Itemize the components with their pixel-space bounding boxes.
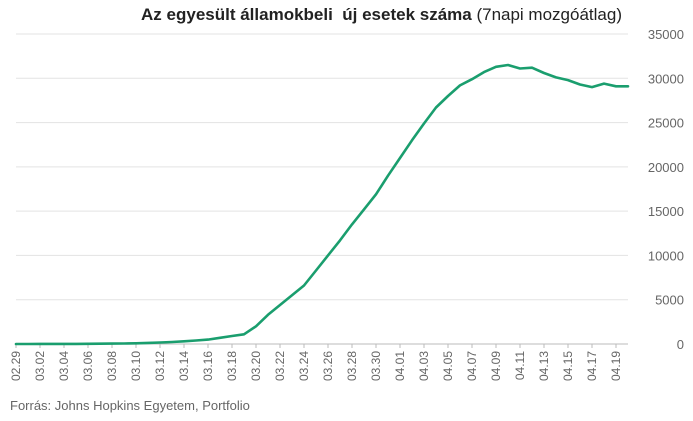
x-tick-label: 04.19 <box>609 351 623 381</box>
y-tick-label: 5000 <box>655 293 684 308</box>
data-point <box>555 76 558 79</box>
y-tick-label: 25000 <box>648 116 684 131</box>
data-point <box>567 79 570 82</box>
data-point <box>87 343 90 346</box>
x-tick-label: 03.08 <box>105 351 119 381</box>
x-tick-label: 03.22 <box>273 351 287 381</box>
data-point <box>375 193 378 196</box>
data-point <box>219 337 222 340</box>
data-point <box>183 340 186 343</box>
data-point <box>171 341 174 344</box>
data-point <box>387 174 390 177</box>
data-point <box>591 86 594 89</box>
source-note: Forrás: Johns Hopkins Egyetem, Portfolio <box>10 398 250 413</box>
data-point <box>15 343 18 346</box>
x-tick-label: 03.18 <box>225 351 239 381</box>
x-tick-label: 03.06 <box>81 351 95 381</box>
data-point <box>483 71 486 74</box>
data-point <box>627 85 630 88</box>
x-tick-label: 02.29 <box>9 351 23 381</box>
data-point <box>123 342 126 345</box>
data-point <box>195 339 198 342</box>
gridlines <box>16 33 628 345</box>
data-point <box>339 239 342 242</box>
data-point <box>39 343 42 346</box>
data-point <box>471 78 474 81</box>
data-point <box>303 284 306 287</box>
chart-title-normal: (7napi mozgóátlag) <box>471 5 622 24</box>
data-point <box>159 341 162 344</box>
y-tick-label: 15000 <box>648 204 684 219</box>
x-tick-label: 03.12 <box>153 351 167 381</box>
x-tick-label: 04.03 <box>417 351 431 381</box>
data-point <box>255 325 258 328</box>
data-point <box>363 208 366 211</box>
data-point <box>579 83 582 86</box>
x-tick-label: 03.14 <box>177 351 191 381</box>
data-point <box>27 343 30 346</box>
data-point <box>279 304 282 307</box>
x-tick-label: 03.16 <box>201 351 215 381</box>
data-point <box>231 335 234 338</box>
x-tick-label: 04.09 <box>489 351 503 381</box>
data-point <box>291 294 294 297</box>
data-point <box>495 65 498 68</box>
data-point <box>99 342 102 345</box>
x-tick-label: 03.10 <box>129 351 143 381</box>
x-axis: 02.29 03.02 03.04 03.06 03.08 03.10 03.12 03.14… <box>9 344 623 381</box>
x-tick-label: 03.02 <box>33 351 47 381</box>
x-tick-label: 03.28 <box>345 351 359 381</box>
data-point <box>147 342 150 345</box>
y-tick-label: 20000 <box>648 160 684 175</box>
data-point <box>543 72 546 75</box>
data-point <box>603 82 606 85</box>
y-tick-label: 30000 <box>648 71 684 86</box>
x-tick-label: 04.15 <box>561 351 575 381</box>
data-point <box>531 66 534 69</box>
x-tick-label: 03.30 <box>369 351 383 381</box>
x-tick-label: 04.07 <box>465 351 479 381</box>
data-point <box>399 157 402 160</box>
x-tick-label: 03.24 <box>297 351 311 381</box>
data-point <box>435 106 438 109</box>
x-tick-label: 03.20 <box>249 351 263 381</box>
data-point <box>327 254 330 257</box>
chart-title: Az egyesült államokbeli új esetek száma … <box>0 5 622 25</box>
data-point <box>111 342 114 345</box>
data-point <box>519 67 522 70</box>
series-line <box>14 63 630 346</box>
y-tick-label: 35000 <box>648 27 684 42</box>
data-point <box>507 64 510 67</box>
data-point <box>267 313 270 316</box>
x-tick-label: 04.11 <box>513 351 527 380</box>
x-tick-label: 04.01 <box>393 351 407 381</box>
x-tick-label: 03.26 <box>321 351 335 381</box>
data-point <box>459 84 462 87</box>
data-point <box>63 343 66 346</box>
data-point <box>51 343 54 346</box>
data-point <box>411 139 414 142</box>
y-tick-label: 10000 <box>648 248 684 263</box>
series-layer <box>14 63 630 346</box>
data-point <box>615 85 618 88</box>
data-point <box>447 95 450 98</box>
chart-title-bold: Az egyesült államokbeli új esetek száma <box>141 5 472 24</box>
y-tick-label: 0 <box>677 337 684 352</box>
x-tick-label: 04.13 <box>537 351 551 381</box>
x-tick-label: 03.04 <box>57 351 71 381</box>
x-tick-label: 04.17 <box>585 351 599 381</box>
x-tick-label: 04.05 <box>441 351 455 381</box>
data-point <box>75 343 78 346</box>
data-point <box>315 269 318 272</box>
data-point <box>351 223 354 226</box>
data-point <box>135 342 138 345</box>
y-axis: 0 5000 10000 15000 20000 25000 30000 35000 <box>648 27 684 352</box>
data-point <box>423 122 426 125</box>
data-point <box>207 338 210 341</box>
data-point <box>243 333 246 336</box>
